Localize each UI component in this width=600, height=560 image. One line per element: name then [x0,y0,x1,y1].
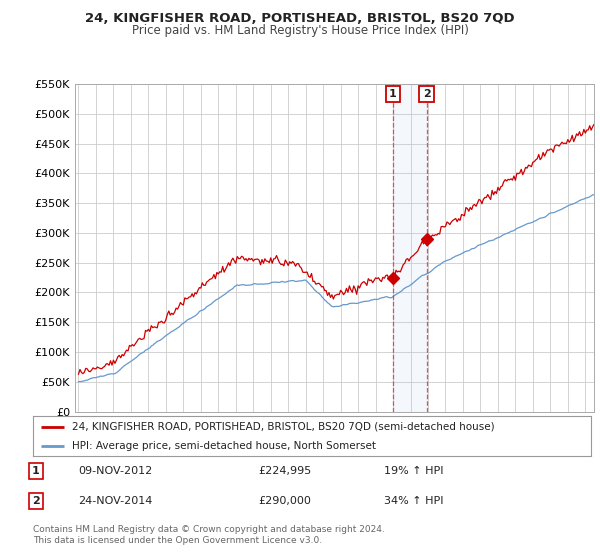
Text: 09-NOV-2012: 09-NOV-2012 [78,466,152,476]
Text: 24-NOV-2014: 24-NOV-2014 [78,496,152,506]
Text: £224,995: £224,995 [258,466,311,476]
Text: 2: 2 [423,89,430,99]
Text: 19% ↑ HPI: 19% ↑ HPI [384,466,443,476]
Bar [393,84,427,412]
Text: HPI: Average price, semi-detached house, North Somerset: HPI: Average price, semi-detached house,… [72,441,376,450]
Text: 24, KINGFISHER ROAD, PORTISHEAD, BRISTOL, BS20 7QD (semi-detached house): 24, KINGFISHER ROAD, PORTISHEAD, BRISTOL… [72,422,494,432]
Text: 1: 1 [32,466,40,476]
Text: Contains HM Land Registry data © Crown copyright and database right 2024.
This d: Contains HM Land Registry data © Crown c… [33,525,385,545]
Text: £290,000: £290,000 [258,496,311,506]
Text: Price paid vs. HM Land Registry's House Price Index (HPI): Price paid vs. HM Land Registry's House … [131,24,469,36]
Text: 34% ↑ HPI: 34% ↑ HPI [384,496,443,506]
Text: 1: 1 [389,89,397,99]
Text: 2: 2 [32,496,40,506]
Text: 24, KINGFISHER ROAD, PORTISHEAD, BRISTOL, BS20 7QD: 24, KINGFISHER ROAD, PORTISHEAD, BRISTOL… [85,12,515,25]
